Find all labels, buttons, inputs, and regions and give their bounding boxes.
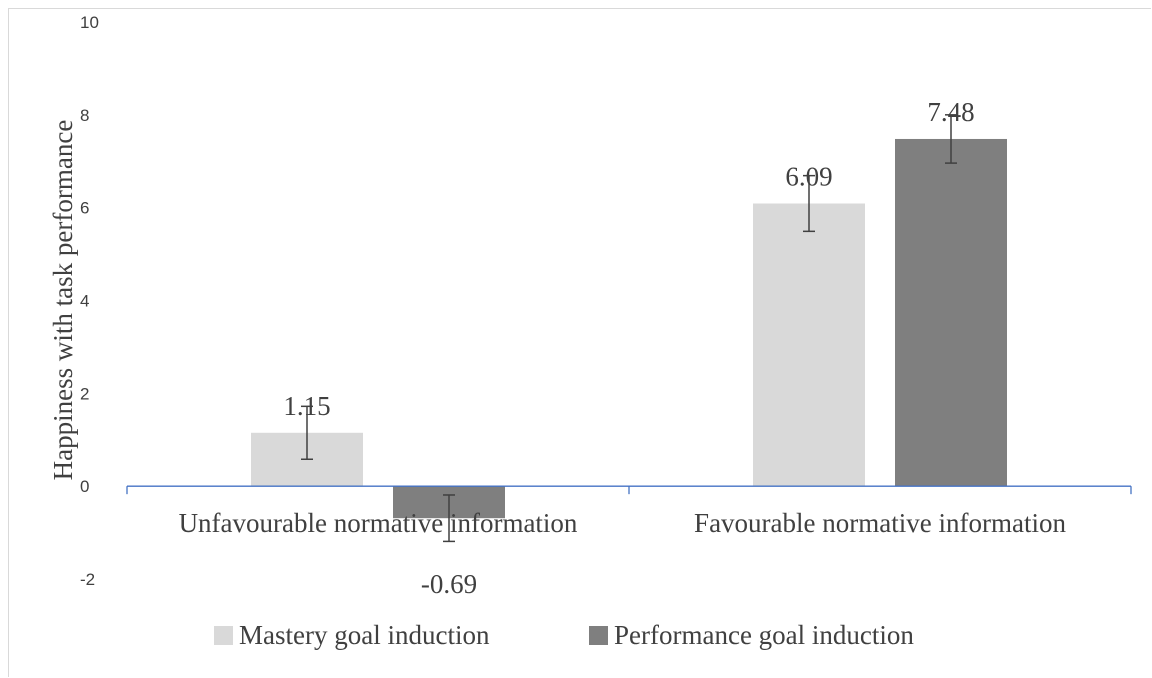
data-label: -0.69 [421,569,477,599]
data-label: 1.15 [283,391,330,421]
legend: Mastery goal induction Performance goal … [0,620,1152,660]
y-tick-label: 2 [80,384,89,403]
y-tick-label: -2 [80,570,95,589]
y-tick-label: 6 [80,199,89,218]
x-category-label: Unfavourable normative information [179,508,578,538]
legend-item-mastery: Mastery goal induction [214,620,489,651]
legend-item-performance: Performance goal induction [589,620,914,651]
legend-swatch-mastery [214,626,233,645]
bar-mastery [753,203,865,487]
y-tick-label: 4 [80,292,89,311]
x-category-label: Favourable normative information [694,508,1066,538]
y-tick-label: 10 [80,13,99,32]
legend-label-performance: Performance goal induction [614,620,914,650]
data-label: 7.48 [927,97,974,127]
bar-performance [895,138,1007,487]
y-tick-label: 8 [80,106,89,125]
y-tick-label: 0 [80,477,89,496]
legend-label-mastery: Mastery goal induction [239,620,490,650]
y-axis-label: Happiness with task performance [48,120,78,481]
legend-swatch-performance [589,626,608,645]
data-label: 6.09 [785,161,832,191]
chart-frame [8,8,1151,677]
